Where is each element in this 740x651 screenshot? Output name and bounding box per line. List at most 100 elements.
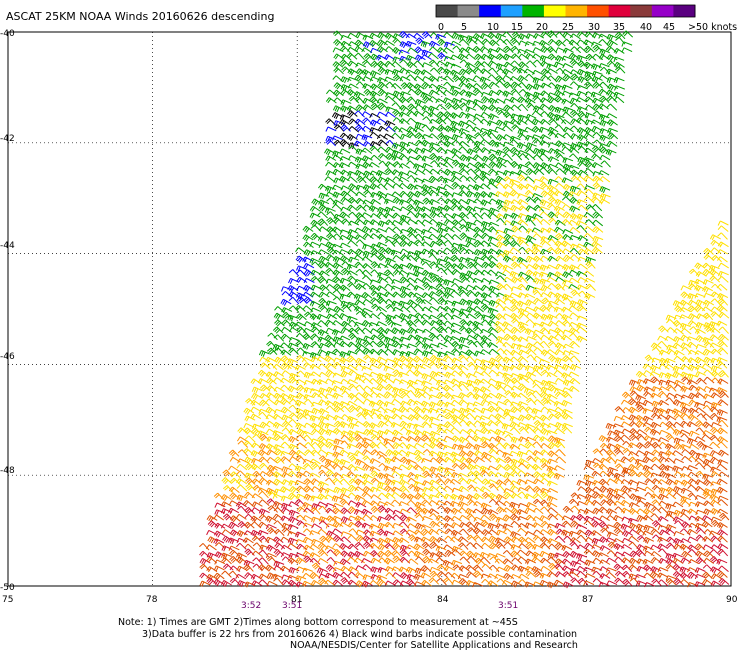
wind-barb [547, 163, 559, 169]
wind-barb [413, 292, 425, 299]
wind-barb [311, 516, 322, 523]
wind-barb [605, 557, 617, 564]
wind-barb [281, 527, 293, 535]
wind-barb [673, 393, 685, 399]
wind-barb [450, 226, 462, 233]
wind-barb [635, 462, 647, 470]
wind-barb [546, 184, 558, 192]
wind-barb [585, 104, 596, 111]
wind-barb [532, 365, 544, 372]
wind-barb [524, 176, 536, 183]
wind-barb [605, 456, 617, 464]
wind-barb [288, 509, 300, 517]
wind-barb [274, 356, 286, 364]
wind-barb [494, 558, 506, 565]
wind-barb [532, 329, 544, 335]
wind-barb [562, 106, 574, 114]
wind-barb [480, 557, 491, 565]
wind-barb [377, 567, 389, 574]
wind-barb [450, 198, 462, 206]
wind-barb [592, 171, 604, 177]
wind-barb [621, 551, 633, 558]
wind-barb [370, 566, 382, 573]
wind-barb [443, 522, 455, 529]
wind-barb [495, 449, 507, 456]
wind-barb [437, 465, 448, 473]
wind-barb [502, 183, 514, 190]
wind-barb [443, 75, 455, 83]
wind-barb [679, 299, 691, 307]
wind-barb [428, 218, 440, 226]
wind-barb [688, 443, 700, 450]
wind-barb [376, 54, 388, 61]
wind-barb [584, 160, 596, 169]
wind-barb [353, 557, 365, 564]
wind-barb [311, 486, 323, 492]
wind-barb [413, 318, 425, 326]
wind-barb [487, 113, 499, 121]
wind-barb [480, 502, 492, 510]
wind-barb [458, 38, 470, 46]
wind-barb [561, 177, 573, 184]
wind-barb [333, 560, 345, 567]
wind-barb [532, 77, 544, 84]
wind-barb [525, 426, 536, 434]
wind-barb [458, 413, 470, 421]
wind-barb [531, 125, 543, 133]
wind-barb [221, 529, 233, 536]
wind-barb [251, 427, 262, 435]
wind-barb [392, 509, 404, 515]
wind-barb [718, 390, 729, 398]
wind-barb [443, 408, 454, 414]
wind-barb [318, 297, 329, 306]
wind-barb [391, 340, 403, 348]
wind-barb [555, 140, 566, 148]
wind-barb [547, 30, 558, 38]
wind-barb [473, 464, 484, 470]
wind-barb [384, 478, 396, 486]
wind-barb [450, 329, 462, 335]
wind-barb [590, 530, 602, 537]
wind-barb [502, 255, 514, 263]
wind-barb [207, 520, 219, 528]
wind-barb [340, 34, 352, 41]
wind-barb [377, 505, 389, 513]
wind-barb [672, 320, 684, 328]
wind-barb [658, 399, 670, 407]
wind-barb [531, 263, 543, 271]
wind-barb [294, 364, 306, 371]
wind-barb [296, 520, 308, 527]
wind-barb [413, 110, 425, 117]
wind-barb [399, 355, 410, 363]
wind-barb [288, 269, 300, 277]
wind-barb [503, 61, 515, 68]
wind-barb [369, 76, 381, 82]
wind-barb [576, 326, 588, 333]
wind-barb [451, 192, 463, 198]
wind-barb [273, 478, 284, 486]
wind-barb [398, 49, 410, 55]
wind-barb [228, 545, 240, 551]
wind-barb [303, 528, 314, 536]
wind-barb [288, 567, 300, 574]
wind-barb [280, 349, 292, 356]
wind-barb [333, 82, 345, 90]
wind-barb [325, 135, 337, 143]
wind-barb [584, 126, 596, 135]
wind-barb [709, 450, 721, 457]
wind-barb [266, 340, 277, 349]
wind-barb [539, 199, 551, 207]
wind-barb [495, 199, 507, 207]
wind-barb [620, 399, 632, 406]
wind-barb [568, 305, 580, 312]
wind-barb [480, 573, 492, 579]
wind-barb [346, 176, 358, 183]
wind-barb [318, 505, 329, 514]
wind-barb [429, 520, 441, 528]
wind-barb [406, 218, 418, 225]
wind-barb [554, 84, 566, 91]
wind-barb [598, 515, 610, 522]
wind-barb [236, 556, 248, 564]
wind-barb [695, 427, 706, 435]
